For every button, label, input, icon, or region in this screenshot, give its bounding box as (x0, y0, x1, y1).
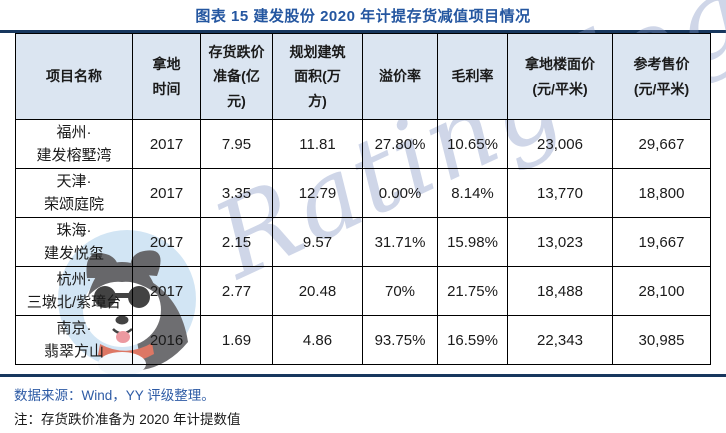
cell-planned-area: 9.57 (272, 217, 363, 267)
table-row: 杭州· 三墩北/紫璋台 2017 2.77 20.48 70% 21.75% 1… (15, 266, 711, 316)
cell-floor-price: 22,343 (507, 315, 613, 365)
cell-planned-area: 11.81 (272, 119, 363, 169)
cell-premium-rate: 0.00% (362, 168, 438, 218)
cell-project-name: 珠海· 建发悦玺 (15, 217, 133, 267)
cell-ref-price: 19,667 (612, 217, 711, 267)
table-header-row: 项目名称 拿地时间 存货跌价准备(亿元) 规划建筑面积(万方) 溢价率 毛利率 … (15, 33, 711, 120)
cell-gross-margin: 10.65% (437, 119, 508, 169)
cell-floor-price: 23,006 (507, 119, 613, 169)
cell-project-name: 天津· 荣颂庭院 (15, 168, 133, 218)
cell-project-name: 福州· 建发榕墅湾 (15, 119, 133, 169)
figure-title: 图表 15 建发股份 2020 年计提存货减值项目情况 (195, 8, 531, 25)
col-header-planned-area: 规划建筑面积(万方) (272, 33, 363, 120)
col-header-gross-margin: 毛利率 (437, 33, 508, 120)
col-header-project-name: 项目名称 (15, 33, 133, 120)
cell-provision: 2.77 (200, 266, 273, 316)
table-row: 福州· 建发榕墅湾 2017 7.95 11.81 27.80% 10.65% … (15, 119, 711, 169)
cell-land-year: 2017 (132, 217, 201, 267)
cell-provision: 1.69 (200, 315, 273, 365)
cell-floor-price: 13,023 (507, 217, 613, 267)
cell-land-year: 2017 (132, 266, 201, 316)
cell-gross-margin: 16.59% (437, 315, 508, 365)
cell-ref-price: 30,985 (612, 315, 711, 365)
cell-gross-margin: 8.14% (437, 168, 508, 218)
data-source-line: 数据来源：Wind，YY 评级整理。 (14, 388, 215, 403)
cell-premium-rate: 93.75% (362, 315, 438, 365)
cell-project-name: 南京· 翡翠方山 (15, 315, 133, 365)
table-row: 南京· 翡翠方山 2016 1.69 4.86 93.75% 16.59% 22… (15, 315, 711, 365)
cell-ref-price: 18,800 (612, 168, 711, 218)
impairment-projects-table: 项目名称 拿地时间 存货跌价准备(亿元) 规划建筑面积(万方) 溢价率 毛利率 … (15, 33, 711, 365)
bottom-divider-rule (0, 374, 726, 377)
cell-project-name: 杭州· 三墩北/紫璋台 (15, 266, 133, 316)
col-header-ref-price: 参考售价(元/平米) (612, 33, 711, 120)
cell-gross-margin: 15.98% (437, 217, 508, 267)
cell-floor-price: 18,488 (507, 266, 613, 316)
top-divider-rule (0, 30, 726, 33)
col-header-floor-price: 拿地楼面价(元/平米) (507, 33, 613, 120)
cell-planned-area: 4.86 (272, 315, 363, 365)
cell-premium-rate: 27.80% (362, 119, 438, 169)
cell-premium-rate: 31.71% (362, 217, 438, 267)
cell-land-year: 2017 (132, 119, 201, 169)
cell-floor-price: 13,770 (507, 168, 613, 218)
col-header-provision: 存货跌价准备(亿元) (200, 33, 273, 120)
cell-land-year: 2016 (132, 315, 201, 365)
cell-land-year: 2017 (132, 168, 201, 218)
table-row: 天津· 荣颂庭院 2017 3.35 12.79 0.00% 8.14% 13,… (15, 168, 711, 218)
cell-planned-area: 12.79 (272, 168, 363, 218)
cell-premium-rate: 70% (362, 266, 438, 316)
cell-provision: 7.95 (200, 119, 273, 169)
cell-ref-price: 28,100 (612, 266, 711, 316)
cell-ref-price: 29,667 (612, 119, 711, 169)
cell-provision: 2.15 (200, 217, 273, 267)
col-header-land-year: 拿地时间 (132, 33, 201, 120)
col-header-premium-rate: 溢价率 (362, 33, 438, 120)
table-row: 珠海· 建发悦玺 2017 2.15 9.57 31.71% 15.98% 13… (15, 217, 711, 267)
cell-planned-area: 20.48 (272, 266, 363, 316)
cell-gross-margin: 21.75% (437, 266, 508, 316)
cell-provision: 3.35 (200, 168, 273, 218)
footnote-line: 注：存货跌价准备为 2020 年计提数值 (14, 412, 241, 427)
